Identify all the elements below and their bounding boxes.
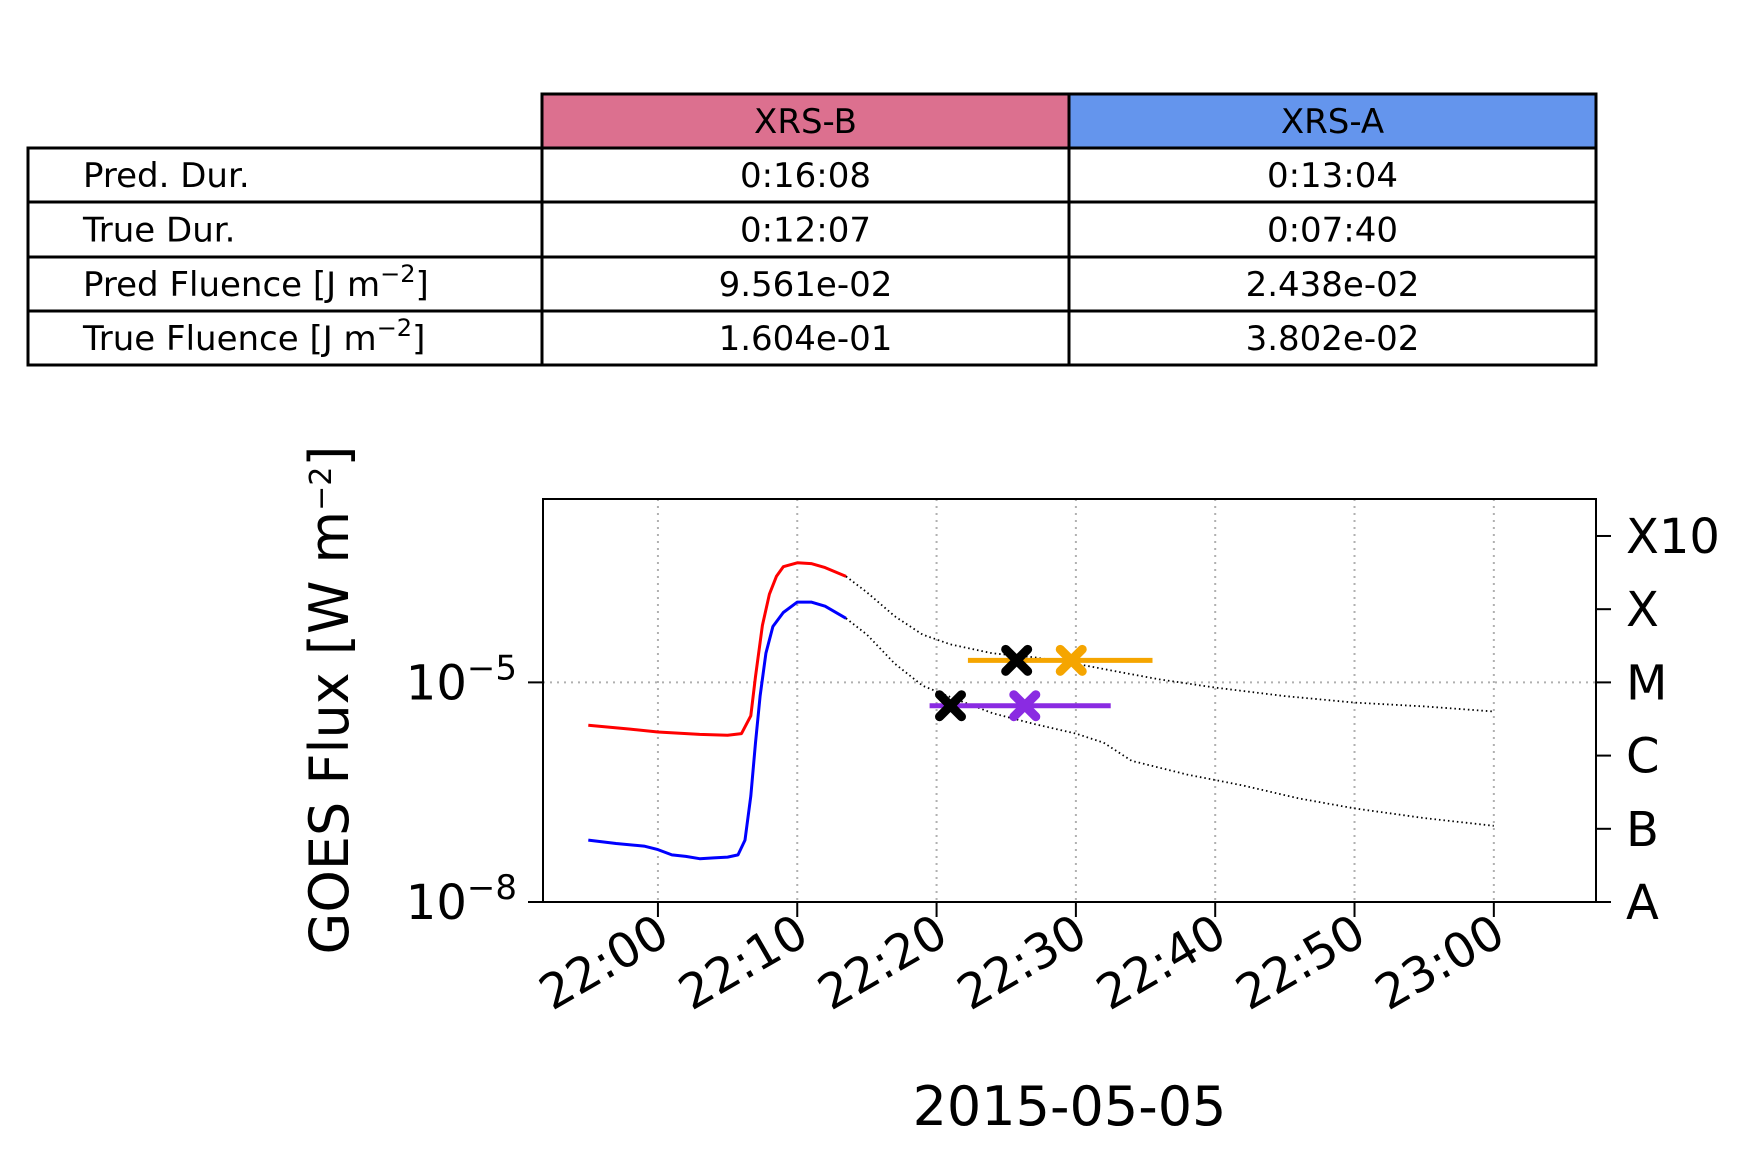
table-value: 3.802e-02 [1246, 319, 1420, 359]
table-row-label: True Dur. [82, 211, 235, 251]
axes-frame [542, 498, 1597, 903]
table-cell [1067, 200, 1598, 259]
x-marker [1055, 644, 1087, 676]
flux-line [588, 561, 847, 737]
table-cell [26, 200, 544, 259]
table-value: 1.604e-01 [719, 319, 893, 359]
table-header-label: XRS-A [1281, 102, 1384, 142]
table-cell [540, 309, 1071, 367]
table-cell [1067, 309, 1598, 367]
row-label-suffix: ] [416, 265, 429, 305]
y-tick-label: 10−5 [406, 648, 517, 711]
y-tick-label: 10−8 [406, 868, 517, 931]
secondary-y-tick-label: X10 [1626, 509, 1720, 565]
grid-lines [543, 499, 1596, 902]
table-cell [26, 309, 544, 367]
x-marker [935, 690, 967, 722]
table-header-cell [1067, 92, 1598, 150]
series-group [588, 561, 1494, 861]
table-value: 0:12:07 [740, 211, 871, 251]
stats-table: XRS-B XRS-A Pred. Dur. 0:16:08 0:13:04 True D… [26, 92, 1598, 367]
table-row-label: True Fluence [J m−2] [82, 314, 425, 359]
x-tick-label: 23:00 [1366, 904, 1514, 1022]
x-tick-label: 22:00 [530, 904, 678, 1022]
secondary-y-tick-label: C [1626, 729, 1660, 785]
y-tick-exponent: −5 [467, 648, 517, 688]
table-value: 2.438e-02 [1246, 265, 1420, 305]
forecast-line [845, 617, 1494, 827]
secondary-y-tick-label: A [1626, 875, 1659, 931]
y-tick-base: 10 [406, 655, 467, 711]
x-tick-label: 22:50 [1227, 904, 1375, 1022]
row-label-exponent: −2 [380, 260, 415, 288]
x-marker [1001, 644, 1033, 676]
x-tick-label: 22:20 [809, 904, 957, 1022]
y-axis-ticks: 10−510−8 [406, 648, 543, 931]
table-value: 9.561e-02 [719, 265, 893, 305]
table-cell [1067, 255, 1598, 313]
table-value: 0:07:40 [1267, 211, 1398, 251]
y-tick-exponent: −8 [467, 868, 517, 908]
x-axis-label: 2015-05-05 [913, 1075, 1227, 1138]
y-axis-label: GOES Flux [W m−2] [298, 446, 361, 955]
y-tick-base: 10 [406, 875, 467, 931]
secondary-y-tick-label: X [1626, 582, 1659, 638]
x-tick-label: 22:40 [1087, 904, 1235, 1022]
x-marker [1009, 690, 1041, 722]
y-axis-label-exponent: −2 [304, 467, 339, 511]
x-tick-label: 22:10 [669, 904, 817, 1022]
table-cell [540, 255, 1071, 313]
table-header-label: XRS-B [754, 102, 857, 142]
forecast-line [845, 575, 1494, 713]
row-label-text: True Fluence [J m [82, 319, 377, 359]
table-row-label: Pred. Dur. [83, 156, 250, 196]
row-label-exponent: −2 [377, 314, 412, 342]
row-label-text: Pred Fluence [J m [83, 265, 380, 305]
table-header-cell [540, 92, 1071, 150]
secondary-y-tick-label: M [1626, 655, 1667, 711]
row-label-text: True Dur. [82, 211, 235, 251]
flux-line [588, 600, 847, 861]
table-value: 0:13:04 [1267, 156, 1398, 196]
row-label-text: Pred. Dur. [83, 156, 250, 196]
marker-group [935, 644, 1087, 722]
row-label-suffix: ] [412, 319, 425, 359]
table-row-label: Pred Fluence [J m−2] [83, 260, 429, 305]
x-tick-label: 22:30 [948, 904, 1096, 1022]
secondary-y-tick-label: B [1626, 802, 1659, 858]
table-value: 0:16:08 [740, 156, 871, 196]
